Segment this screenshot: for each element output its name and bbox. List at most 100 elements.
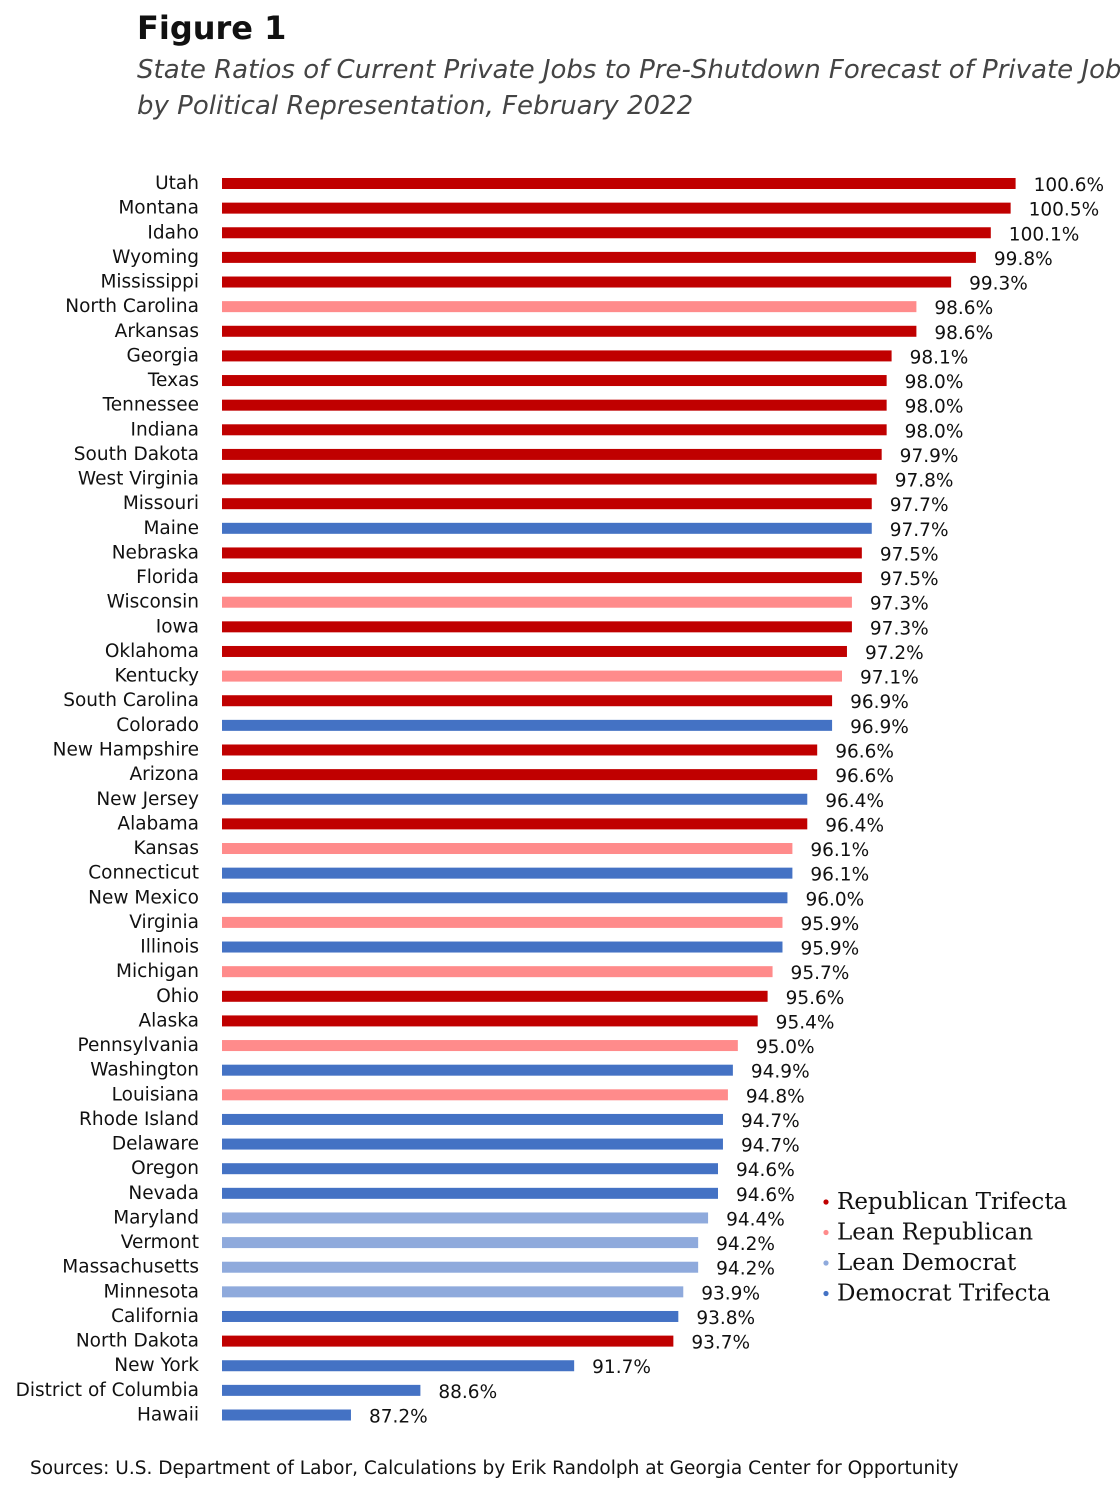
state-label-nevada: Nevada [128,1183,199,1204]
source-note: Sources: U.S. Department of Labor, Calcu… [30,1458,959,1479]
value-label-louisiana: 94.8% [746,1086,805,1107]
legend-marker-rep [823,1199,829,1205]
state-label-nebraska: Nebraska [112,542,199,563]
value-label-michigan: 95.7% [791,963,850,984]
value-label-georgia: 98.1% [910,347,969,368]
state-label-new-hampshire: New Hampshire [53,739,199,760]
bar-oklahoma [222,645,847,657]
state-label-minnesota: Minnesota [104,1281,199,1302]
value-label-texas: 98.0% [905,372,964,393]
value-label-west-virginia: 97.8% [895,471,954,492]
value-label-missouri: 97.7% [890,495,949,516]
value-label-south-carolina: 96.9% [850,692,909,713]
state-label-iowa: Iowa [156,616,199,637]
value-label-florida: 97.5% [880,569,939,590]
value-label-idaho: 100.1% [1009,224,1080,245]
state-label-north-carolina: North Carolina [65,296,199,317]
value-label-california: 93.8% [696,1308,755,1329]
value-label-washington: 94.9% [751,1062,810,1083]
state-label-connecticut: Connecticut [88,863,199,884]
value-label-district-of-columbia: 88.6% [438,1382,497,1403]
state-label-maine: Maine [143,518,199,539]
bar-new-york [222,1360,575,1372]
bar-illinois [222,941,783,953]
value-label-arizona: 96.6% [835,766,894,787]
value-label-new-jersey: 96.4% [825,791,884,812]
value-label-new-mexico: 96.0% [805,889,864,910]
value-label-north-dakota: 93.7% [691,1333,750,1354]
state-label-rhode-island: Rhode Island [79,1109,199,1130]
value-label-kentucky: 97.1% [860,668,919,689]
value-label-new-york: 91.7% [592,1357,651,1378]
bar-massachusetts [222,1261,699,1273]
value-label-mississippi: 99.3% [969,274,1028,295]
state-label-wyoming: Wyoming [112,247,199,268]
value-label-rhode-island: 94.7% [741,1111,800,1132]
state-label-district-of-columbia: District of Columbia [16,1380,199,1401]
bar-indiana [222,424,887,436]
state-label-oregon: Oregon [131,1158,199,1179]
bar-alabama [222,818,808,830]
value-label-oregon: 94.6% [736,1160,795,1181]
value-label-indiana: 98.0% [905,421,964,442]
value-label-vermont: 94.2% [716,1234,775,1255]
bar-washington [222,1064,733,1076]
bar-tennessee [222,399,887,411]
bar-minnesota [222,1286,684,1298]
value-label-alabama: 96.4% [825,815,884,836]
value-label-delaware: 94.7% [741,1136,800,1157]
value-label-nebraska: 97.5% [880,544,939,565]
value-label-utah: 100.6% [1034,175,1105,196]
state-label-louisiana: Louisiana [112,1084,199,1105]
state-label-texas: Texas [147,370,199,391]
value-label-tennessee: 98.0% [905,397,964,418]
value-label-wyoming: 99.8% [994,249,1053,270]
value-label-oklahoma: 97.2% [865,643,924,664]
bar-arkansas [222,325,917,337]
bar-alaska [222,1015,758,1027]
state-label-oklahoma: Oklahoma [105,641,199,662]
value-label-wisconsin: 97.3% [870,594,929,615]
value-label-north-carolina: 98.6% [934,298,993,319]
state-label-michigan: Michigan [116,961,199,982]
value-label-nevada: 94.6% [736,1185,795,1206]
bar-georgia [222,350,892,362]
bar-kansas [222,843,793,855]
value-label-illinois: 95.9% [800,939,859,960]
state-label-south-dakota: South Dakota [74,444,199,465]
bar-nevada [222,1187,718,1199]
state-label-georgia: Georgia [126,345,199,366]
chart-title: State Ratios of Current Private Jobs to … [137,52,1120,124]
state-label-california: California [111,1306,199,1327]
state-label-north-dakota: North Dakota [76,1331,199,1352]
bar-rhode-island [222,1113,723,1125]
chart-title-line-2: by Political Representation, February 20… [137,91,694,121]
bar-nebraska [222,547,862,559]
value-label-virginia: 95.9% [800,914,859,935]
bar-south-dakota [222,448,882,460]
bar-connecticut [222,867,793,879]
value-label-south-dakota: 97.9% [900,446,959,467]
bar-north-dakota [222,1335,674,1347]
bar-mississippi [222,276,952,288]
state-label-tennessee: Tennessee [102,395,199,416]
value-label-maryland: 94.4% [726,1209,785,1230]
state-label-kansas: Kansas [134,838,199,859]
state-label-ohio: Ohio [156,986,199,1007]
state-label-montana: Montana [118,198,199,219]
bar-pennsylvania [222,1040,738,1052]
state-label-kentucky: Kentucky [115,666,200,687]
bar-west-virginia [222,473,877,485]
bar-wyoming [222,251,976,263]
state-label-new-jersey: New Jersey [96,789,199,810]
state-label-idaho: Idaho [147,222,199,243]
state-label-arkansas: Arkansas [115,321,199,342]
bar-iowa [222,621,852,633]
state-label-south-carolina: South Carolina [63,690,199,711]
bar-kentucky [222,670,842,682]
state-label-hawaii: Hawaii [137,1405,199,1426]
bar-new-mexico [222,892,788,904]
state-label-new-york: New York [114,1355,199,1376]
bar-maine [222,522,872,534]
value-label-maine: 97.7% [890,520,949,541]
